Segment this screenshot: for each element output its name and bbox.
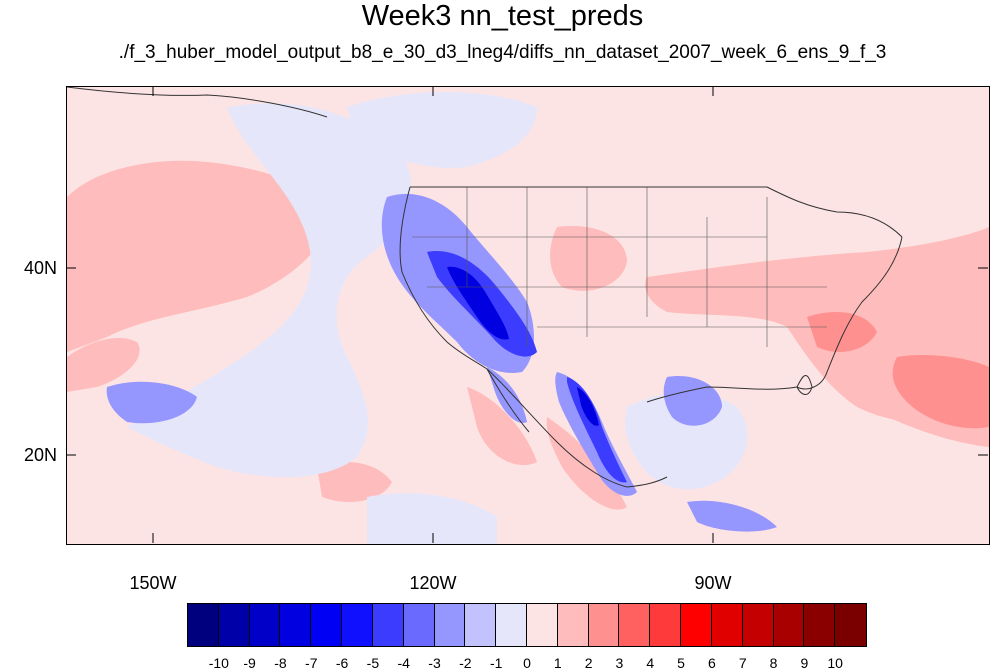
colorbar-label: 1: [553, 655, 562, 671]
colorbar-segment: [742, 604, 774, 646]
colorbar-segment: [372, 604, 404, 646]
pink-region-baja-west: [467, 387, 537, 466]
mexico-coast-line: [486, 368, 668, 488]
colorbar-label: 0: [523, 655, 531, 671]
colorbar-segment: [557, 604, 589, 646]
colorbar-label: 5: [677, 655, 685, 671]
colorbar-frame: [187, 603, 867, 647]
colorbar-segment: [434, 604, 466, 646]
lavender-region-canada: [347, 92, 537, 168]
colorbar-label: -10: [208, 655, 229, 671]
colorbar-label: -5: [366, 655, 380, 671]
colorbar-segment: [650, 604, 682, 646]
colorbar-label: 3: [615, 655, 624, 671]
lavender-region-south: [367, 493, 497, 544]
colorbar-segment: [342, 604, 373, 646]
blue-region-caribbean: [687, 500, 777, 532]
colorbar-label: -2: [459, 655, 472, 671]
lavender-region-mexico-gulf: [625, 392, 748, 490]
deepest-blue-region-southwest: [447, 266, 509, 340]
lavender-region-north-pacific: [127, 103, 412, 478]
colorbar-segment: [249, 604, 281, 646]
colorbar: [188, 604, 866, 646]
us-west-coast-line: [399, 186, 488, 370]
lat-label-20n: 20N: [24, 445, 58, 465]
alaska-coast-line: [67, 87, 328, 118]
map-subtitle: ./f_3_huber_model_output_b8_e_30_d3_lneg…: [118, 42, 887, 63]
colorbar-label: 4: [646, 655, 655, 671]
colorbar-label: 7: [738, 655, 747, 671]
deepest-blue-region-mexico: [577, 387, 599, 426]
colorbar-segment: [188, 604, 219, 646]
colorbar-segment: [773, 604, 805, 646]
map-fields: [67, 87, 989, 544]
colorbar-label: 6: [708, 655, 716, 671]
florida-line: [796, 375, 813, 395]
colorbar-label: -4: [397, 655, 410, 671]
colorbar-label: -6: [335, 655, 349, 671]
colorbar-segment: [496, 604, 527, 646]
pink-region-plains: [550, 226, 627, 291]
colorbar-label: -9: [243, 655, 256, 671]
colorbar-segment: [403, 604, 435, 646]
lon-label-90w: 90W: [694, 573, 732, 593]
colorbar-label: 10: [827, 655, 843, 671]
pink-region-south-pacific: [317, 462, 392, 502]
colorbar-label: 8: [769, 655, 778, 671]
lat-label-40n: 40N: [24, 258, 58, 278]
colorbar-segment: [619, 604, 651, 646]
blue-region-gulf: [663, 376, 722, 426]
map-title: Week3 nn_test_preds: [361, 0, 644, 32]
pink-region-nw-pacific: [67, 160, 329, 352]
colorbar-segment: [588, 604, 620, 646]
lon-label-120w: 120W: [409, 573, 457, 593]
us-gulf-coast-line: [646, 386, 798, 403]
lon-label-150w: 150W: [129, 573, 177, 593]
blue-region-central-pacific: [106, 381, 197, 424]
red-region-southeast: [807, 312, 877, 352]
colorbar-label: -7: [305, 655, 318, 671]
colorbar-label: 9: [800, 655, 809, 671]
us-east-coast-line: [796, 236, 903, 390]
colorbar-segment: [280, 604, 312, 646]
pink-region-mexico-west: [546, 417, 627, 510]
colorbar-label: 2: [584, 655, 593, 671]
colorbar-segment: [835, 604, 866, 646]
map-panel: [67, 87, 989, 544]
baja-line: [486, 368, 530, 433]
colorbar-segment: [804, 604, 836, 646]
colorbar-segment: [465, 604, 497, 646]
us-canada-border-line: [410, 186, 903, 238]
colorbar-segment: [218, 604, 250, 646]
colorbar-label: -3: [428, 655, 441, 671]
colorbar-segment: [527, 604, 558, 646]
red-region-atlantic: [892, 355, 989, 429]
colorbar-segment: [711, 604, 743, 646]
pink-region-west-pacific: [67, 337, 140, 392]
colorbar-label: -1: [489, 655, 503, 671]
blue-region-baja: [487, 367, 527, 423]
colorbar-segment: [681, 604, 712, 646]
colorbar-segment: [311, 604, 343, 646]
colorbar-label: -8: [274, 655, 287, 671]
